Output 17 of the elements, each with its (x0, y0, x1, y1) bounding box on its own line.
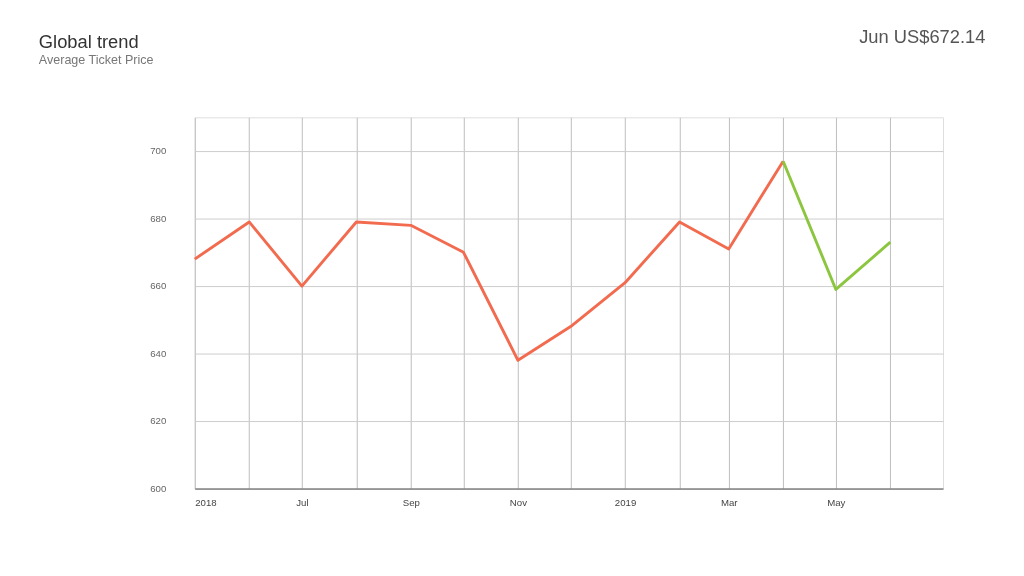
y-tick-label: 680 (150, 212, 167, 224)
y-tick-label: 700 (150, 145, 167, 157)
text: Average Ticket Price (38, 53, 154, 68)
text: Jun US$672.14 (859, 26, 986, 48)
y-tick-label: 640 (150, 347, 167, 359)
x-tick-label: Mar (720, 497, 739, 509)
y-tick-label: 620 (150, 415, 167, 427)
y-tick-label: 660 (150, 280, 167, 292)
x-tick-label: 2018 (195, 497, 217, 509)
y-tick-label: 600 (150, 482, 167, 494)
x-tick-label: Sep (402, 497, 420, 509)
x-tick-label: 2019 (614, 497, 637, 509)
chart-title: Global trend (38, 30, 139, 52)
line-series (193, 159, 785, 362)
x-tick-label: Nov (509, 497, 528, 509)
x-tick-label: Jul (296, 497, 309, 509)
x-tick-label: May (827, 497, 846, 509)
